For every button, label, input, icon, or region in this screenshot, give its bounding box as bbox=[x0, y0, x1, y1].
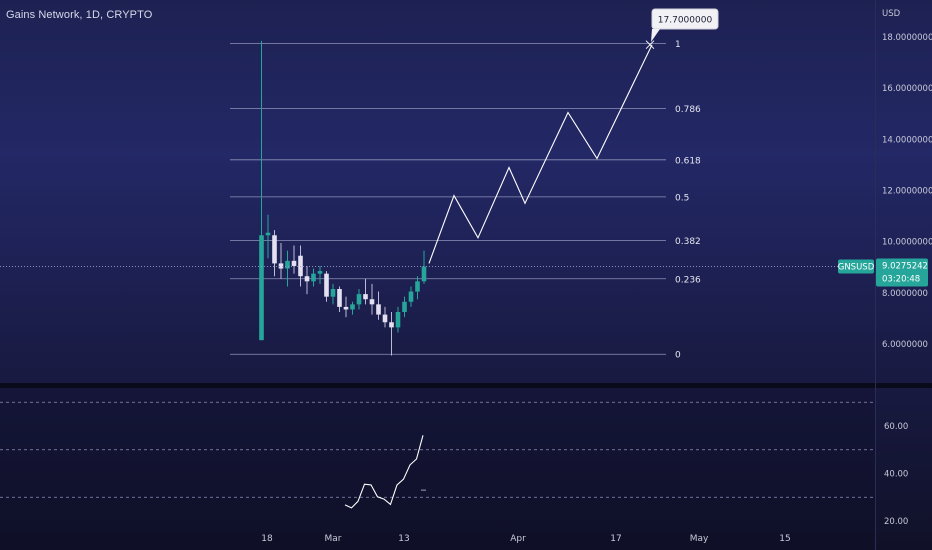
candle-body bbox=[265, 232, 271, 236]
candle-body bbox=[369, 299, 375, 305]
candle-body bbox=[272, 235, 277, 264]
fib-level-label: 0.786 bbox=[675, 105, 701, 115]
price-axis-currency: USD bbox=[882, 9, 901, 19]
candle-body bbox=[330, 288, 336, 297]
fib-level-label: 0.5 bbox=[675, 193, 689, 203]
target-callout-pointer bbox=[651, 29, 660, 42]
candle-body bbox=[291, 260, 297, 266]
candle-body bbox=[395, 312, 401, 328]
time-tick-label: 17 bbox=[610, 534, 621, 544]
time-tick-label: 18 bbox=[261, 534, 273, 544]
candle-body bbox=[337, 288, 342, 307]
price-tick-label: 14.0000000 bbox=[882, 135, 932, 145]
candle-body bbox=[304, 276, 310, 282]
oscillator bbox=[0, 401, 875, 509]
candle-body bbox=[311, 273, 316, 282]
candle-body bbox=[259, 235, 264, 341]
time-axis[interactable]: 18 Mar 13 Apr 17 May 15 bbox=[261, 534, 790, 544]
fib-level-label: 0 bbox=[675, 351, 681, 361]
candle-body bbox=[389, 322, 394, 328]
time-tick-label: Apr bbox=[510, 534, 526, 544]
candle-body bbox=[317, 271, 323, 274]
oscillator-pane bbox=[0, 388, 875, 550]
candle-body bbox=[324, 273, 329, 297]
candle-body bbox=[343, 306, 349, 310]
fib-level-label: 0.236 bbox=[675, 275, 701, 285]
candle-body bbox=[363, 294, 368, 300]
fib-level-label: 0.618 bbox=[675, 156, 701, 166]
oscillator-axis[interactable]: 60.00 40.00 20.00 bbox=[884, 422, 908, 527]
fib-retracement[interactable]: 1 0.786 0.618 0.5 0.382 0.236 0 bbox=[230, 40, 701, 361]
time-tick-label: Mar bbox=[325, 534, 342, 544]
price-tick-label: 16.0000000 bbox=[882, 84, 932, 94]
oscillator-tick-label: 40.00 bbox=[884, 470, 908, 480]
candles bbox=[259, 40, 427, 356]
price-badge-countdown: 03:20:48 bbox=[882, 275, 920, 285]
time-tick-label: May bbox=[690, 534, 709, 544]
oscillator-tick-label: 20.00 bbox=[884, 517, 908, 527]
target-callout-box bbox=[651, 8, 719, 30]
price-badge bbox=[876, 258, 928, 287]
oscillator-line bbox=[344, 435, 424, 509]
projection-path[interactable] bbox=[428, 40, 655, 264]
candle-body bbox=[382, 314, 388, 323]
candle-body bbox=[356, 294, 362, 305]
price-axis[interactable]: USD 18.0000000 16.0000000 14.0000000 12.000… bbox=[882, 9, 932, 350]
price-tick-label: 18.0000000 bbox=[882, 33, 932, 43]
target-callout-text: 17.7000000 bbox=[658, 16, 713, 26]
symbol-badge bbox=[838, 259, 874, 274]
candle-body bbox=[350, 304, 355, 310]
candle-body bbox=[408, 291, 414, 302]
price-tick-label: 8.0000000 bbox=[882, 289, 928, 299]
candle-body bbox=[278, 263, 284, 269]
candle-body bbox=[421, 266, 427, 282]
time-tick-label: 13 bbox=[398, 534, 409, 544]
candle-body bbox=[376, 304, 381, 315]
price-tick-label: 10.0000000 bbox=[882, 238, 932, 248]
candle-body bbox=[402, 301, 407, 313]
current-price-badge: GNSUSD 9.0275242 03:20:48 bbox=[0, 258, 928, 287]
target-callout[interactable]: 17.7000000 bbox=[651, 8, 719, 42]
candle-body bbox=[298, 255, 303, 277]
price-tick-label: 12.0000000 bbox=[882, 187, 932, 197]
target-marker bbox=[645, 40, 655, 49]
candle-body bbox=[415, 281, 420, 292]
oscillator-tick-label: 60.00 bbox=[884, 422, 908, 432]
pane-separator[interactable] bbox=[0, 383, 932, 388]
fib-level-label: 1 bbox=[675, 40, 681, 50]
fib-level-label: 0.382 bbox=[675, 237, 701, 247]
price-badge-value: 9.0275242 bbox=[882, 262, 928, 272]
time-tick-label: 15 bbox=[779, 534, 790, 544]
symbol-badge-text: GNSUSD bbox=[838, 263, 875, 273]
candle-body bbox=[285, 260, 290, 269]
price-tick-label: 6.0000000 bbox=[882, 340, 928, 350]
projection-line bbox=[428, 44, 653, 264]
chart-title: Gains Network, 1D, CRYPTO bbox=[6, 9, 153, 21]
